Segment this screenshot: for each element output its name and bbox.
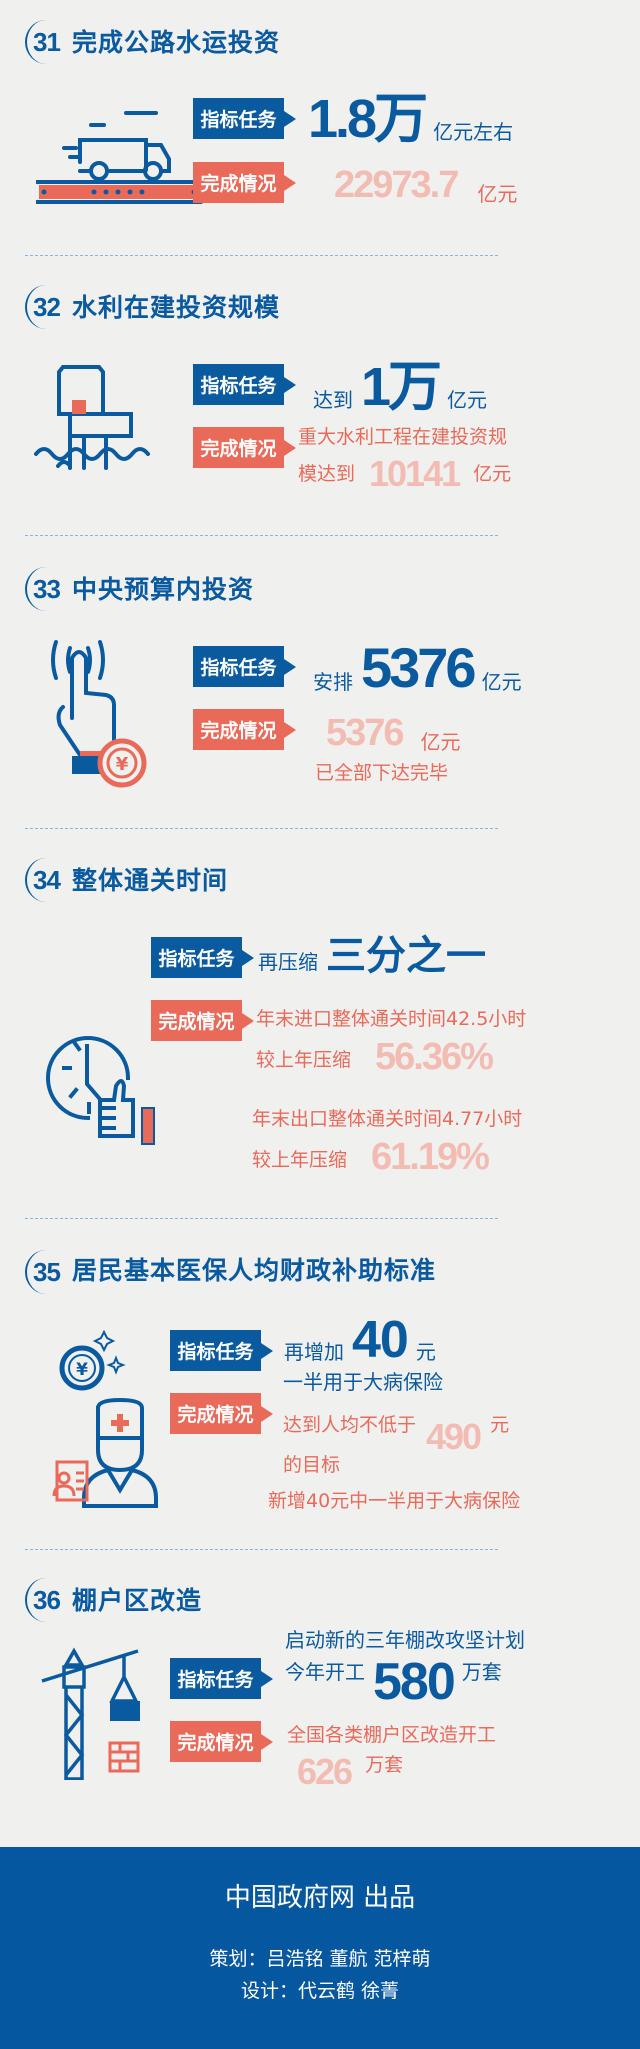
section-title: 完成公路水运投资 — [72, 28, 281, 57]
done-tag: 完成情况 — [151, 1000, 254, 1041]
done-text-line2: 模达到 — [298, 462, 356, 485]
done-export-line1: 年末出口整体通关时间4.77小时 — [252, 1108, 523, 1130]
target-tag: 指标任务 — [151, 937, 254, 978]
target-value: 5376 — [361, 636, 477, 699]
done-export-value: 61.19% — [371, 1136, 490, 1178]
section-number: 31 — [25, 20, 67, 64]
section-number: 36 — [25, 1578, 67, 1622]
done-import-row: 较上年压缩 56.36% — [256, 1036, 494, 1078]
done-row: 626 万套 — [297, 1754, 403, 1790]
done-text-line1: 全国各类棚户区改造开工 — [287, 1724, 497, 1746]
done-unit: 万套 — [365, 1754, 404, 1776]
section-title: 水利在建投资规模 — [72, 293, 281, 322]
done-export-row: 较上年压缩 61.19% — [252, 1136, 490, 1178]
footer: 中国政府网 出品 策划：吕浩铭 董航 范梓萌 设计：代云鹤 徐菁 — [0, 1847, 640, 2049]
done-tag: 完成情况 — [170, 1721, 273, 1762]
done-row: 达到人均不低于 490 元 — [283, 1416, 509, 1455]
target-value: 40 — [352, 1311, 409, 1369]
truck-on-road-icon — [36, 111, 203, 204]
divider — [25, 1549, 498, 1550]
target-note: 一半用于大病保险 — [283, 1370, 443, 1394]
done-value: 5376 — [326, 712, 405, 754]
done-tag: 完成情况 — [193, 709, 296, 750]
target-row: 1.8万 亿元左右 — [308, 92, 513, 146]
target-unit: 亿元左右 — [433, 120, 514, 144]
divider — [25, 535, 498, 536]
target-prefix: 安排 — [313, 670, 353, 694]
target-row: 今年开工 580 万套 — [285, 1656, 502, 1708]
done-note: 已全部下达完毕 — [315, 762, 449, 784]
target-value: 580 — [373, 1653, 456, 1711]
target-tag: 指标任务 — [193, 98, 296, 139]
tower-crane-icon — [41, 1647, 140, 1780]
target-tag: 指标任务 — [170, 1658, 273, 1699]
done-import-value: 56.36% — [375, 1036, 494, 1078]
target-tag: 指标任务 — [193, 364, 296, 405]
done-unit: 元 — [490, 1414, 510, 1436]
target-prefix: 再增加 — [284, 1340, 344, 1364]
done-row: 22973.7 亿元 — [334, 166, 517, 204]
done-value: 10141 — [369, 453, 461, 494]
hand-tap-yuan-coin-icon: ¥ — [51, 640, 147, 788]
target-note: 启动新的三年棚改攻坚计划 — [285, 1628, 525, 1652]
section-number: 32 — [25, 285, 67, 329]
done-value: 490 — [426, 1416, 482, 1457]
target-row: 安排 5376 亿元 — [313, 640, 522, 696]
target-unit: 亿元 — [447, 388, 488, 412]
done-text-line1: 达到人均不低于 — [283, 1414, 417, 1436]
section-title: 棚户区改造 — [72, 1586, 203, 1615]
target-unit: 元 — [415, 1340, 436, 1364]
done-value: 22973.7 — [334, 164, 459, 206]
done-import-line2: 较上年压缩 — [256, 1049, 352, 1071]
done-tag: 完成情况 — [170, 1393, 273, 1434]
svg-text:¥: ¥ — [116, 754, 129, 775]
done-note: 新增40元中一半用于大病保险 — [268, 1490, 521, 1512]
done-text-line1: 重大水利工程在建投资规 — [298, 426, 508, 448]
done-unit: 亿元 — [420, 730, 461, 754]
done-unit: 亿元 — [473, 462, 512, 485]
doctor-yuan-coin-icon: ¥ — [52, 1329, 158, 1508]
target-prefix: 达到 — [313, 388, 353, 412]
divider — [25, 828, 498, 829]
target-row: 再压缩 三分之一 — [258, 936, 486, 976]
svg-text:¥: ¥ — [76, 1360, 88, 1380]
target-value: 1万 — [361, 357, 442, 417]
target-tag: 指标任务 — [193, 646, 296, 687]
done-tag: 完成情况 — [193, 162, 296, 203]
target-tag: 指标任务 — [170, 1330, 273, 1371]
target-unit: 亿元 — [481, 670, 522, 694]
done-text-line2: 的目标 — [283, 1454, 341, 1476]
target-prefix: 今年开工 — [285, 1660, 365, 1684]
section-title: 整体通关时间 — [72, 866, 229, 895]
done-row: 模达到 10141 亿元 — [298, 456, 511, 492]
section-number: 35 — [25, 1250, 67, 1294]
section-title: 中央预算内投资 — [72, 575, 255, 604]
publisher-credit: 中国政府网 出品 — [224, 1883, 416, 1913]
section-number: 33 — [25, 567, 67, 611]
section-number: 34 — [25, 858, 67, 902]
target-prefix: 再压缩 — [258, 950, 318, 974]
section-title: 居民基本医保人均财政补助标准 — [72, 1256, 437, 1285]
clock-thumbs-up-icon — [46, 1036, 155, 1145]
done-tag: 完成情况 — [193, 427, 296, 468]
done-row: 5376 亿元 — [326, 714, 461, 752]
done-value: 626 — [297, 1751, 353, 1792]
design-credit: 设计：代云鹤 徐菁 — [240, 1980, 400, 2002]
target-value: 三分之一 — [326, 933, 486, 979]
target-value: 1.8万 — [308, 89, 428, 149]
divider — [25, 1218, 498, 1219]
target-row: 再增加 40 元 — [284, 1314, 436, 1366]
target-row: 达到 1万 亿元 — [313, 360, 487, 414]
done-unit: 亿元 — [477, 182, 518, 206]
divider — [25, 255, 498, 256]
target-unit: 万套 — [461, 1660, 502, 1684]
planning-credit: 策划：吕浩铭 董航 范梓萌 — [209, 1948, 431, 1970]
done-export-line2: 较上年压缩 — [252, 1149, 348, 1171]
water-dam-icon — [34, 365, 150, 470]
done-import-line1: 年末进口整体通关时间42.5小时 — [256, 1008, 527, 1030]
